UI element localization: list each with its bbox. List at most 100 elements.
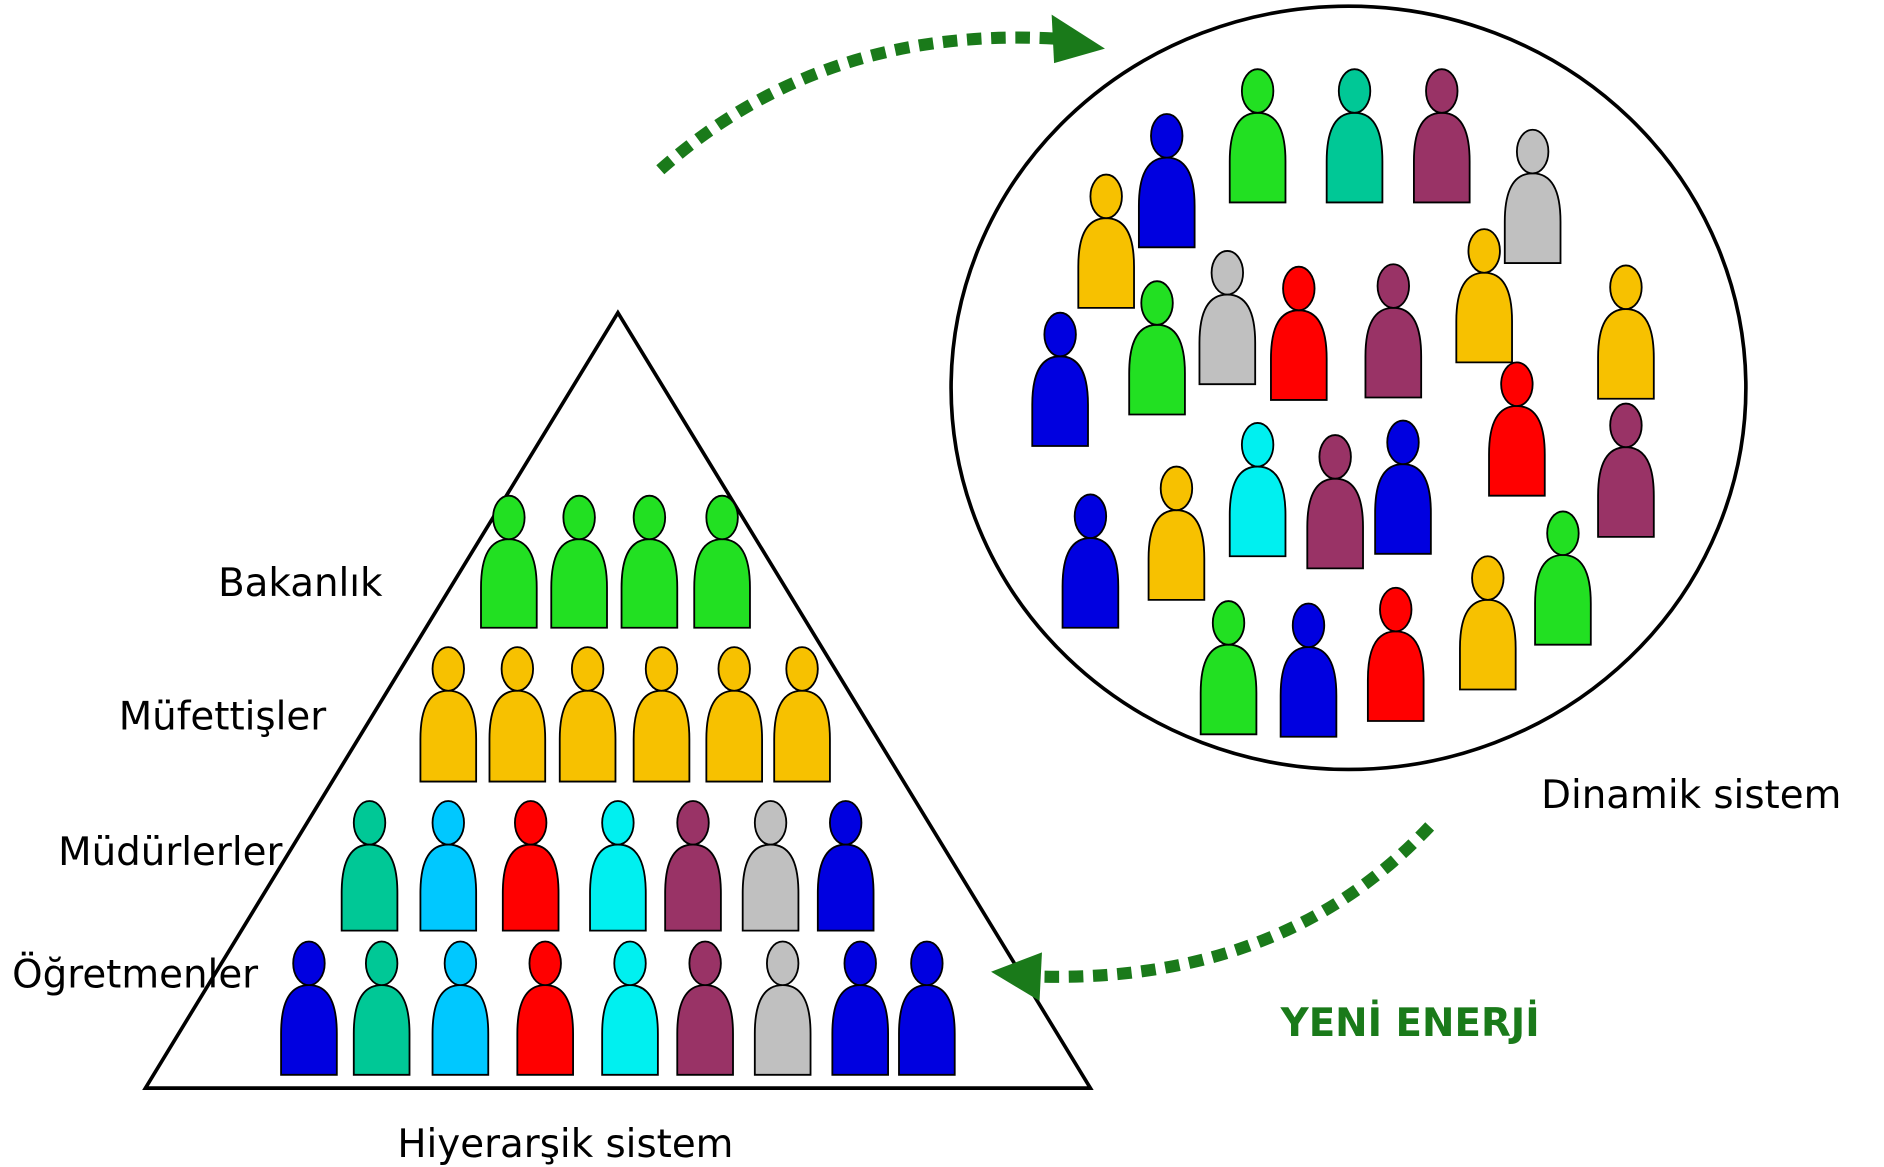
person-head [1609,264,1643,310]
person-head [644,646,679,692]
person-head [1210,250,1244,296]
person-body [1279,646,1338,738]
person-body [1306,477,1364,570]
person-body [620,538,679,629]
person-body [1597,308,1655,400]
person-body [831,984,889,1076]
person-body [589,843,647,932]
level-label: Öğretmenler [12,952,258,998]
person-head [1240,68,1275,114]
person-head [1150,113,1184,159]
person-head [514,800,548,846]
dynamic-caption: Dinamik sistem [1541,773,1841,818]
person-body [558,689,617,783]
person-head [1318,434,1352,480]
person-body [1228,111,1287,204]
person-head [570,646,605,692]
person-head [1515,128,1550,175]
person-head [1043,311,1077,358]
person-head [1337,68,1372,114]
person-head [352,800,387,846]
person-head [292,940,326,987]
person-head [705,494,739,541]
person-body [816,843,875,932]
person-body [419,843,478,932]
person-body [693,538,751,629]
person-head [601,800,635,846]
person-head [1073,493,1108,539]
person-body [1597,446,1655,538]
person-body [1455,271,1513,364]
person-head [717,646,751,692]
person-body [480,538,538,629]
person-head [1500,361,1534,407]
person-body [352,984,411,1076]
person-head [1471,555,1505,601]
person-body [1199,643,1258,736]
arrowhead-bottom [991,952,1042,1001]
person-body [516,984,574,1076]
person-body [1459,598,1517,691]
person-body [773,689,831,783]
person-head [1376,263,1410,309]
person-head [829,800,863,846]
level-label: Müdürlerler [58,830,282,875]
arrow-bottom [1041,822,1435,983]
person-body [488,689,547,783]
person-body [601,984,659,1076]
person-head [1467,228,1501,274]
person-head [1159,465,1194,512]
arrow-top [656,31,1061,175]
person-head [843,940,877,987]
people [280,68,1655,1076]
person-head [785,646,819,692]
person-head [1291,602,1326,649]
person-body [676,984,734,1076]
level-label: Bakanlık [218,561,383,606]
person-head [676,800,710,846]
person-head [364,940,399,987]
person-head [1140,280,1174,326]
person-head [492,494,526,541]
person-head [431,646,465,692]
person-head [632,494,667,541]
person-body [741,843,800,932]
person-body [1137,156,1196,249]
person-body [1366,630,1425,722]
person-head [1379,586,1413,633]
person-body [1503,172,1562,264]
person-body [419,689,478,783]
person-head [688,940,722,987]
person-body [1413,111,1471,204]
person-body [1270,309,1328,401]
person-body [1364,306,1423,399]
person-body [1488,405,1546,497]
person-body [501,843,560,932]
person-body [1147,509,1206,601]
person-head [910,940,944,987]
person-body [664,843,722,932]
dynamic-circle [949,4,1748,772]
person-head [1089,173,1123,220]
person-body [1198,293,1257,386]
person-body [898,984,956,1076]
person-body [753,984,812,1076]
person-head [1240,422,1275,468]
person-body [1077,217,1135,309]
person-body [1374,463,1432,555]
person-body [340,843,399,932]
person-head [1386,419,1420,466]
person-head [1546,510,1580,556]
person-head [500,646,535,692]
person-body [280,984,338,1076]
person-head [443,940,478,987]
pyramid [142,309,1094,1090]
person-head [753,800,788,846]
person-head [613,940,647,987]
person-body [1031,355,1089,447]
person-head [1282,265,1316,312]
person-body [1061,537,1120,629]
person-body [431,984,490,1076]
person-body [632,689,691,783]
